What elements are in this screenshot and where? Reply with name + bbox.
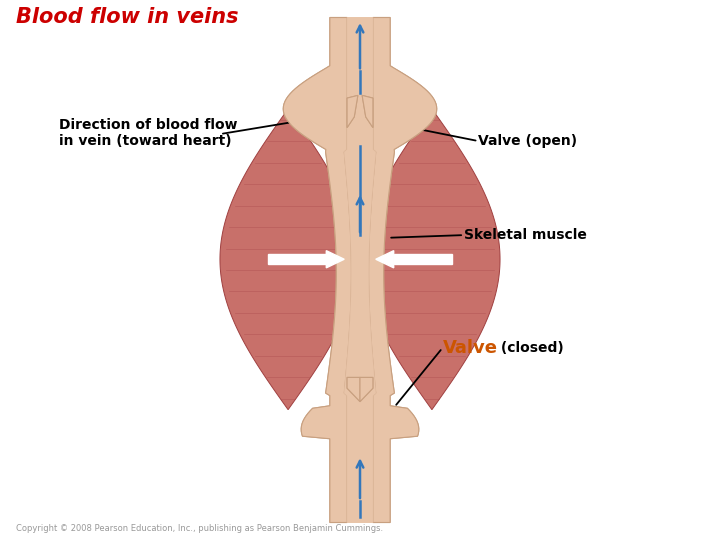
Polygon shape [394, 254, 452, 264]
Polygon shape [360, 377, 373, 402]
Text: Direction of blood flow
in vein (toward heart): Direction of blood flow in vein (toward … [59, 118, 238, 148]
Polygon shape [347, 377, 360, 402]
Polygon shape [364, 109, 500, 410]
Polygon shape [376, 251, 394, 268]
Text: (closed): (closed) [496, 341, 564, 355]
Polygon shape [360, 377, 373, 402]
Polygon shape [326, 251, 344, 268]
Polygon shape [344, 17, 376, 523]
Polygon shape [347, 96, 358, 127]
Polygon shape [268, 254, 326, 264]
Polygon shape [344, 17, 376, 523]
Polygon shape [283, 17, 351, 523]
Polygon shape [362, 96, 373, 127]
Polygon shape [362, 96, 373, 127]
Text: Skeletal muscle: Skeletal muscle [464, 228, 587, 242]
Text: Valve: Valve [443, 339, 498, 357]
Polygon shape [369, 17, 437, 523]
Polygon shape [347, 96, 358, 127]
Polygon shape [369, 17, 437, 523]
Text: Blood flow in veins: Blood flow in veins [16, 7, 238, 27]
Polygon shape [347, 377, 360, 402]
Polygon shape [220, 109, 356, 410]
Text: Valve (open): Valve (open) [478, 134, 577, 148]
Text: Copyright © 2008 Pearson Education, Inc., publishing as Pearson Benjamin Cumming: Copyright © 2008 Pearson Education, Inc.… [16, 524, 383, 533]
Polygon shape [283, 17, 351, 523]
